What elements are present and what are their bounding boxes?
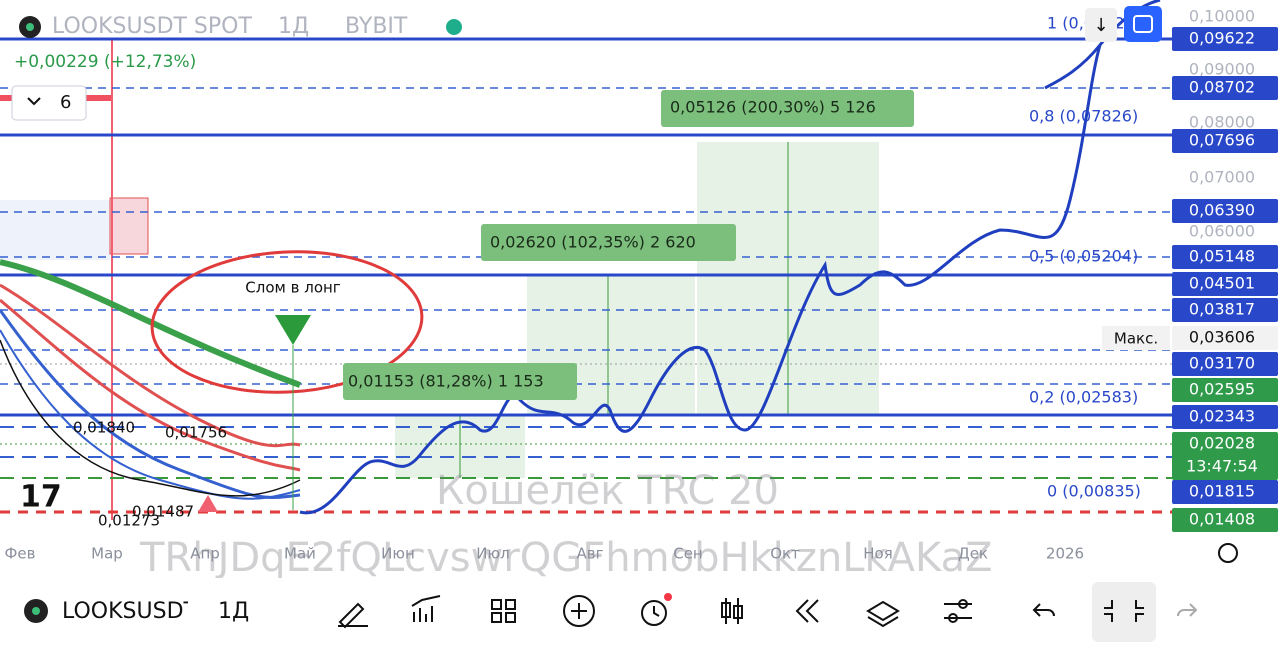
- indicators: [0, 259, 302, 500]
- fib-label: 0,2 (0,02583): [1029, 388, 1138, 407]
- watermark: TRhJDqE2fQLcvswrQGFhmobHkkznLkAKaZ: [139, 535, 992, 581]
- scroll-icon: ↓: [1093, 15, 1108, 36]
- time-label: Май: [284, 545, 316, 563]
- time-label: Мар: [91, 545, 123, 563]
- price-tag: [1172, 298, 1278, 322]
- price-tag: [1172, 199, 1278, 223]
- price-label: 0,08702: [1189, 78, 1255, 97]
- scroll-button[interactable]: [1085, 8, 1117, 42]
- indicator-count: 6: [60, 92, 71, 113]
- price-label: 0,03170: [1189, 354, 1255, 373]
- price-label: 0,03606: [1189, 328, 1255, 347]
- price-tag: [1172, 76, 1278, 100]
- time-label: Фев: [5, 545, 36, 563]
- toolbar: [0, 578, 1280, 652]
- price-label: 0,02343: [1189, 407, 1255, 426]
- price-tag: [1172, 432, 1278, 480]
- price-tag: [1172, 129, 1278, 153]
- chart-label: 0,01840: [73, 419, 135, 437]
- time-label: 2026: [1046, 545, 1084, 563]
- fib-label: 0 (0,00835): [1047, 482, 1141, 501]
- measure-label: 0,01153 (81,28%) 1 153: [348, 372, 544, 391]
- time-label: Ноя: [863, 545, 892, 563]
- signal-triangle: [275, 315, 311, 345]
- alert-dot: [664, 593, 672, 601]
- time-label: Окт: [770, 545, 800, 563]
- price-tag: [1172, 326, 1278, 350]
- price-tag: [1172, 27, 1278, 51]
- price-label: 0,09622: [1189, 29, 1255, 48]
- chevron: [27, 97, 41, 106]
- measure-box: [481, 224, 736, 261]
- fullscreen-icon: [1133, 15, 1153, 33]
- price-label: 0,10000: [1189, 7, 1255, 26]
- chart-area: [0, 0, 1172, 540]
- toolbar-symbol[interactable]: LOOKSUSDT: [62, 599, 198, 624]
- max-tag: [1102, 326, 1170, 350]
- time-label: Апр: [190, 545, 220, 563]
- fib-label: 0,8 (0,07826): [1029, 107, 1138, 126]
- price-label: 0,02595: [1189, 380, 1255, 399]
- collapse-icon: [1104, 600, 1144, 622]
- chart-label: 0,01756: [165, 424, 227, 442]
- time-label: Июл: [476, 545, 509, 563]
- indicators-toggle[interactable]: [11, 85, 87, 121]
- price-label: 0,01815: [1189, 482, 1255, 501]
- price-tag: [1172, 378, 1278, 402]
- price-label: 0,02028: [1189, 434, 1255, 453]
- measure-label: 0,05126 (200,30%) 5 126: [670, 98, 876, 117]
- annotation: Слом в лонг: [245, 279, 341, 297]
- price-change: +0,00229 (+12,73%): [14, 52, 196, 72]
- zone: [0, 200, 110, 260]
- highlight-ellipse: [150, 250, 424, 394]
- watermark: Кошелёк TRC 20: [436, 468, 779, 514]
- time-label: Июн: [381, 545, 415, 563]
- price-tag: [1172, 480, 1278, 504]
- countdown: 13:47:54: [1186, 457, 1258, 476]
- price-label: 0,06000: [1189, 222, 1255, 241]
- symbol-logo: [26, 23, 34, 31]
- price-label: 0,03817: [1189, 300, 1255, 319]
- chart-label: 0,01487: [132, 503, 194, 521]
- tv-logo: 17: [20, 480, 62, 515]
- price-label: 0,08000: [1189, 113, 1255, 132]
- price-label: 0,07696: [1189, 131, 1255, 150]
- symbol-name[interactable]: LOOKSUSDT SPOT: [52, 14, 252, 39]
- toolbar-interval[interactable]: 1Д: [218, 599, 249, 624]
- interval[interactable]: 1Д: [278, 14, 309, 39]
- price-tag: [1172, 508, 1278, 532]
- settings-icon[interactable]: [1218, 543, 1238, 563]
- market-status: [446, 19, 462, 35]
- toolbar-icons[interactable]: [338, 595, 1198, 629]
- measure-box: [661, 90, 914, 127]
- fullscreen-button[interactable]: [1124, 6, 1162, 42]
- symbol-clip: LOOKSUSDT: [62, 599, 198, 624]
- price-tag: [1172, 245, 1278, 269]
- price-label: 0,09000: [1189, 60, 1255, 79]
- price-label: 0,01408: [1189, 510, 1255, 529]
- signal-triangle: [198, 495, 218, 512]
- fib-label: 0,5 (0,05204): [1029, 247, 1138, 266]
- price-label: 0,07000: [1189, 168, 1255, 187]
- price-label: 0,06390: [1189, 201, 1255, 220]
- zone: [109, 197, 149, 255]
- measure-box: [343, 363, 577, 400]
- measure-label: 0,02620 (102,35%) 2 620: [490, 233, 696, 252]
- time-label: Сен: [673, 545, 703, 563]
- time-label: Авг: [577, 545, 604, 563]
- time-label: Дек: [958, 545, 988, 563]
- price-label: 0,04501: [1189, 274, 1255, 293]
- price-tag: [1172, 272, 1278, 296]
- price-tag: [1172, 352, 1278, 376]
- price-tag: [1172, 405, 1278, 429]
- symbol-logo: [32, 607, 40, 615]
- exchange: BYBIT: [345, 14, 408, 39]
- collapse-button[interactable]: [1092, 582, 1156, 642]
- chart-label: 0,01273: [98, 512, 160, 530]
- price-label: 0,05148: [1189, 247, 1255, 266]
- max-label: Макс.: [1114, 330, 1158, 348]
